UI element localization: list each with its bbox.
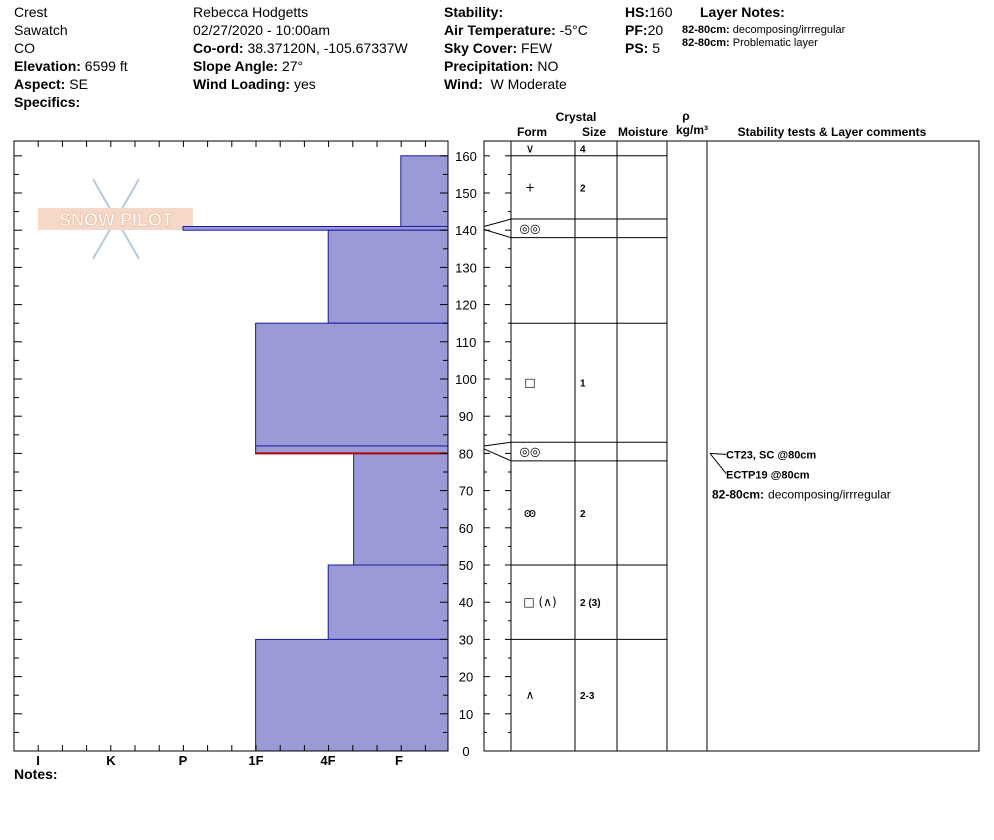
depth-label-70: 70 (459, 484, 473, 499)
hardness-panel-frame (13, 140, 449, 752)
size-header: Size (582, 125, 606, 139)
layer-comment: 82-80cm: decomposing/irrregular (712, 487, 891, 501)
depth-label-20: 20 (459, 670, 473, 685)
crystal-size-4: 1 (580, 379, 586, 390)
rho-header: ρ (682, 109, 689, 123)
slope-angle: Slope Angle: 27° (193, 58, 304, 74)
hardness-label-4F: 4F (320, 753, 335, 768)
connector-top-0 (483, 218, 512, 227)
datetime: 02/27/2020 - 10:00am (193, 22, 330, 38)
notes-label: Notes: (14, 766, 58, 782)
depth-label-160: 160 (455, 149, 477, 164)
hardness-bar-0 (400, 155, 449, 227)
layer-comment-text: decomposing/irrregular (768, 487, 891, 501)
state: CO (14, 40, 35, 56)
hardness-label-I: I (36, 753, 40, 768)
moisture-header: Moisture (618, 125, 668, 139)
hardness-bar-2 (327, 229, 449, 324)
ps: PS: 5 (625, 40, 661, 56)
air-temperature: Air Temperature: -5°C (444, 22, 588, 38)
density-header: kg/m³ (676, 123, 708, 137)
crystal-form-4: □ (524, 376, 535, 390)
depth-axis: 0 10 20 30 40 50 60 70 80 90 100 110 120 130 140 150 160 (14, 149, 511, 759)
comment-pointer-2 (709, 453, 727, 474)
specifics: Specifics: (14, 94, 81, 110)
depth-label-130: 130 (455, 260, 477, 275)
sky-cover: Sky Cover: FEW (444, 40, 553, 56)
depth-label-110: 110 (456, 335, 477, 350)
pf: PF:20 (625, 22, 664, 38)
crystal-header: Crystal (556, 110, 597, 124)
depth-label-50: 50 (459, 558, 473, 573)
connector-top-1 (483, 441, 512, 447)
hs: HS:160 (625, 4, 673, 20)
depth-label-150: 150 (455, 186, 477, 201)
layer-comment-range: 82-80cm: (712, 487, 764, 501)
hardness-bar-1 (182, 225, 449, 231)
logo-text: SNOW PILOT (59, 210, 173, 230)
crystal-form-2: ◎◎ (520, 221, 541, 235)
location: Crest (14, 4, 48, 20)
hardness-bar-3 (255, 322, 449, 447)
crystal-size-8: 2-3 (580, 691, 595, 702)
depth-label-100: 100 (455, 372, 477, 387)
hardness-label-1F: 1F (248, 753, 263, 768)
stability-test-1: CT23, SC @80cm (726, 449, 816, 461)
coordinates: Co-ord: 38.37120N, -105.67337W (193, 40, 408, 56)
layer-notes-label: Layer Notes: (700, 4, 785, 20)
connector-bottom-1 (483, 448, 512, 462)
connector-bottom-0 (483, 229, 512, 239)
hardness-axis: I K P 1F 4F F (13, 141, 426, 768)
stability-test-2: ECTP19 @80cm (726, 469, 810, 481)
crystal-size-1: 2 (580, 183, 586, 194)
aspect: Aspect: SE (14, 76, 88, 92)
hardness-label-K: K (106, 753, 116, 768)
crystal-form-6: ꙭ (524, 506, 536, 520)
hardness-label-F: F (395, 753, 403, 768)
crystal-size-7: 2 (3) (580, 598, 601, 609)
depth-label-40: 40 (459, 595, 473, 610)
table-frame (483, 140, 980, 752)
range: Sawatch (14, 22, 68, 38)
snowpilot-logo: SNOW PILOT (38, 178, 193, 260)
depth-label-80: 80 (459, 446, 473, 461)
crystal-size-0: 4 (580, 144, 586, 155)
observer: Rebecca Hodgetts (193, 4, 309, 20)
crystal-form-8: ∧ (526, 688, 535, 702)
precipitation: Precipitation: NO (444, 58, 559, 74)
layer-note-1: 82-80cm: decomposing/irrregular (682, 24, 846, 36)
hardness-bar-6 (327, 564, 449, 640)
stability-comments: CT23, SC @80cm ECTP19 @80cm 82-80cm: decomp… (709, 449, 891, 501)
elevation: Elevation: 6599 ft (14, 58, 128, 74)
crystal-form-5: ◎◎ (520, 445, 541, 459)
form-header: Form (517, 125, 547, 139)
wind: Wind: W Moderate (444, 76, 567, 92)
crystal-form-1: + (525, 180, 535, 194)
hardness-bar-4 (255, 445, 449, 454)
stability: Stability: (444, 4, 504, 20)
depth-label-60: 60 (459, 521, 473, 536)
depth-label-30: 30 (459, 632, 473, 647)
hardness-bars (182, 155, 449, 752)
wind-loading: Wind Loading: yes (193, 76, 316, 92)
depth-label-140: 140 (455, 223, 477, 238)
comment-pointer-1 (709, 452, 727, 455)
hardness-bar-7 (255, 638, 449, 752)
hardness-bar-5 (353, 452, 449, 566)
crystal-form-0: ∨ (526, 141, 535, 155)
layer-note-2: 82-80cm: Problematic layer (682, 37, 818, 49)
stability-header: Stability tests & Layer comments (738, 125, 927, 139)
depth-label-10: 10 (459, 707, 473, 722)
depth-label-0: 0 (462, 744, 469, 759)
hardness-label-P: P (179, 753, 188, 768)
depth-label-120: 120 (455, 298, 477, 313)
crystal-size-6: 2 (580, 509, 586, 520)
crystal-table: Crystal Form Size Moisture ρkg/m³ Stability t… (483, 109, 980, 752)
crystal-form-7: □ (∧) (523, 595, 556, 609)
logo-band (38, 208, 193, 230)
depth-label-90: 90 (459, 409, 473, 424)
